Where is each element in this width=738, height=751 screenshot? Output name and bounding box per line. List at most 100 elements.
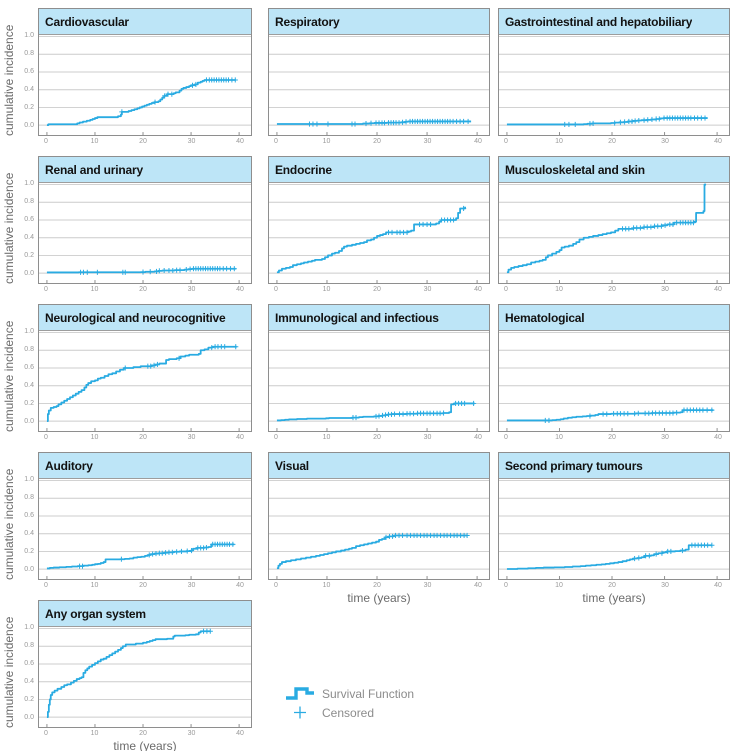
x-tick-label: 30 [423,286,432,293]
panel-title: Immunological and infectious [275,310,439,325]
survival-function-icon [286,687,314,700]
x-tick-label: 40 [714,286,722,293]
survival-curve-hematological [506,409,714,422]
x-tick-label: 40 [474,434,482,441]
x-tick-label: 30 [423,138,432,145]
y-axis-title: cumulative incidence [2,616,16,728]
panel-title-bar-cardiovascular: Cardiovascular [39,9,251,35]
x-tick-label: 20 [139,434,147,441]
y-tick-label: 0.6 [24,660,34,667]
y-tick-label: 0.8 [24,50,34,57]
y-tick-label: 0.4 [24,234,34,241]
panel-musculoskeletal-and-skin: Musculoskeletal and skin [498,156,730,284]
panel-immunological-and-infectious: Immunological and infectious [268,304,490,432]
x-tick-label: 10 [90,730,99,737]
panel-title: Second primary tumours [505,458,643,473]
x-tick-label: 0 [44,434,48,441]
plot-area-auditory [39,480,251,579]
x-axis-title: time (years) [347,591,411,605]
plot-area-neurological-and-neurocognitive [39,332,251,431]
x-tick-label: 10 [90,138,99,145]
x-tick-label: 10 [322,434,331,441]
y-tick-label: 0.6 [24,216,34,223]
panel-title: Auditory [45,458,93,473]
survival-curve-neurological-and-neurocognitive [46,345,237,423]
panel-title-bar-endocrine: Endocrine [269,157,489,183]
y-tick-label: 0.6 [24,68,34,75]
x-tick-labels-musculoskeletal-and-skin: 0 10 20 30 40 [498,284,730,296]
panel-neurological-and-neurocognitive: Neurological and neurocognitive [38,304,252,432]
panel-second-primary-tumours: Second primary tumours [498,452,730,580]
x-tick-label: 30 [661,582,669,589]
x-tick-label: 40 [474,138,482,145]
y-tick-label: 0.2 [24,548,34,555]
x-tick-label: 20 [373,138,381,145]
censored-icon [294,706,306,719]
legend-item-survival: Survival Function [285,684,414,703]
x-tick-label: 40 [236,434,244,441]
y-tick-label: 0.8 [24,198,34,205]
x-tick-labels-respiratory: 0 10 20 30 40 [268,136,490,148]
x-tick-label: 20 [373,286,381,293]
legend-item-censored: Censored [285,703,414,722]
plot-area-second-primary-tumours [499,480,729,579]
x-tick-label: 30 [187,730,196,737]
panel-title: Musculoskeletal and skin [505,162,645,177]
x-tick-labels-second-primary-tumours: 0 10 20 30 40 [498,580,730,592]
survival-curve-musculoskeletal-and-skin [506,183,707,274]
panel-title-bar-second-primary-tumours: Second primary tumours [499,453,729,479]
y-tick-label: 0.0 [24,566,34,573]
x-tick-labels-renal-and-urinary: 0 10 20 30 40 [38,284,252,296]
x-tick-label: 20 [139,138,147,145]
censored-marks-renal-and-urinary [77,266,237,275]
panel-title-bar-musculoskeletal-and-skin: Musculoskeletal and skin [499,157,729,183]
x-tick-labels-endocrine: 0 10 20 30 40 [268,284,490,296]
x-tick-label: 10 [555,138,563,145]
x-tick-label: 30 [187,138,196,145]
x-tick-label: 40 [236,286,244,293]
censored-marks-respiratory [306,118,471,127]
x-tick-label: 30 [423,434,432,441]
x-tick-label: 30 [661,138,669,145]
x-tick-label: 10 [322,286,331,293]
legend: Survival Function Censored [285,684,414,722]
x-tick-label: 40 [474,286,482,293]
plot-area-endocrine [269,184,489,283]
y-axis-title: cumulative incidence [2,24,16,136]
x-tick-label: 0 [44,582,48,589]
censored-marks-cardiovascular [119,77,238,115]
x-tick-label: 20 [608,582,616,589]
x-tick-labels-auditory: 0 10 20 30 40 [38,580,252,592]
panel-title: Any organ system [45,606,146,621]
x-tick-labels-cardiovascular: 0 10 20 30 40 [38,136,252,148]
y-tick-label: 1.0 [24,32,34,39]
x-tick-labels-immunological-and-infectious: 0 10 20 30 40 [268,432,490,444]
panel-title-bar-neurological-and-neurocognitive: Neurological and neurocognitive [39,305,251,331]
plot-area-cardiovascular [39,36,251,135]
x-tick-label: 30 [187,434,196,441]
x-tick-label: 10 [322,138,331,145]
y-tick-label: 0.4 [24,530,34,537]
x-tick-label: 40 [474,582,482,589]
x-tick-label: 20 [373,434,381,441]
panel-title-bar-auditory: Auditory [39,453,251,479]
panel-title-bar-visual: Visual [269,453,489,479]
x-tick-label: 20 [139,582,147,589]
plot-area-immunological-and-infectious [269,332,489,431]
x-tick-label: 30 [187,582,196,589]
x-tick-label: 40 [714,138,722,145]
x-tick-label: 0 [274,434,278,441]
panel-title: Gastrointestinal and hepatobiliary [505,14,693,29]
y-tick-label: 0.6 [24,364,34,371]
panel-cardiovascular: Cardiovascular [38,8,252,136]
y-tick-label: 0.2 [24,400,34,407]
x-tick-label: 20 [373,582,381,589]
censored-marks-neurological-and-neurocognitive [122,344,239,371]
y-axis-title: cumulative incidence [2,172,16,284]
x-tick-label: 0 [44,730,48,737]
y-tick-label: 0.8 [24,494,34,501]
x-tick-label: 0 [504,138,508,145]
x-tick-label: 20 [608,286,616,293]
panel-gastrointestinal-and-hepatobiliary: Gastrointestinal and hepatobiliary [498,8,730,136]
x-tick-label: 10 [90,582,99,589]
